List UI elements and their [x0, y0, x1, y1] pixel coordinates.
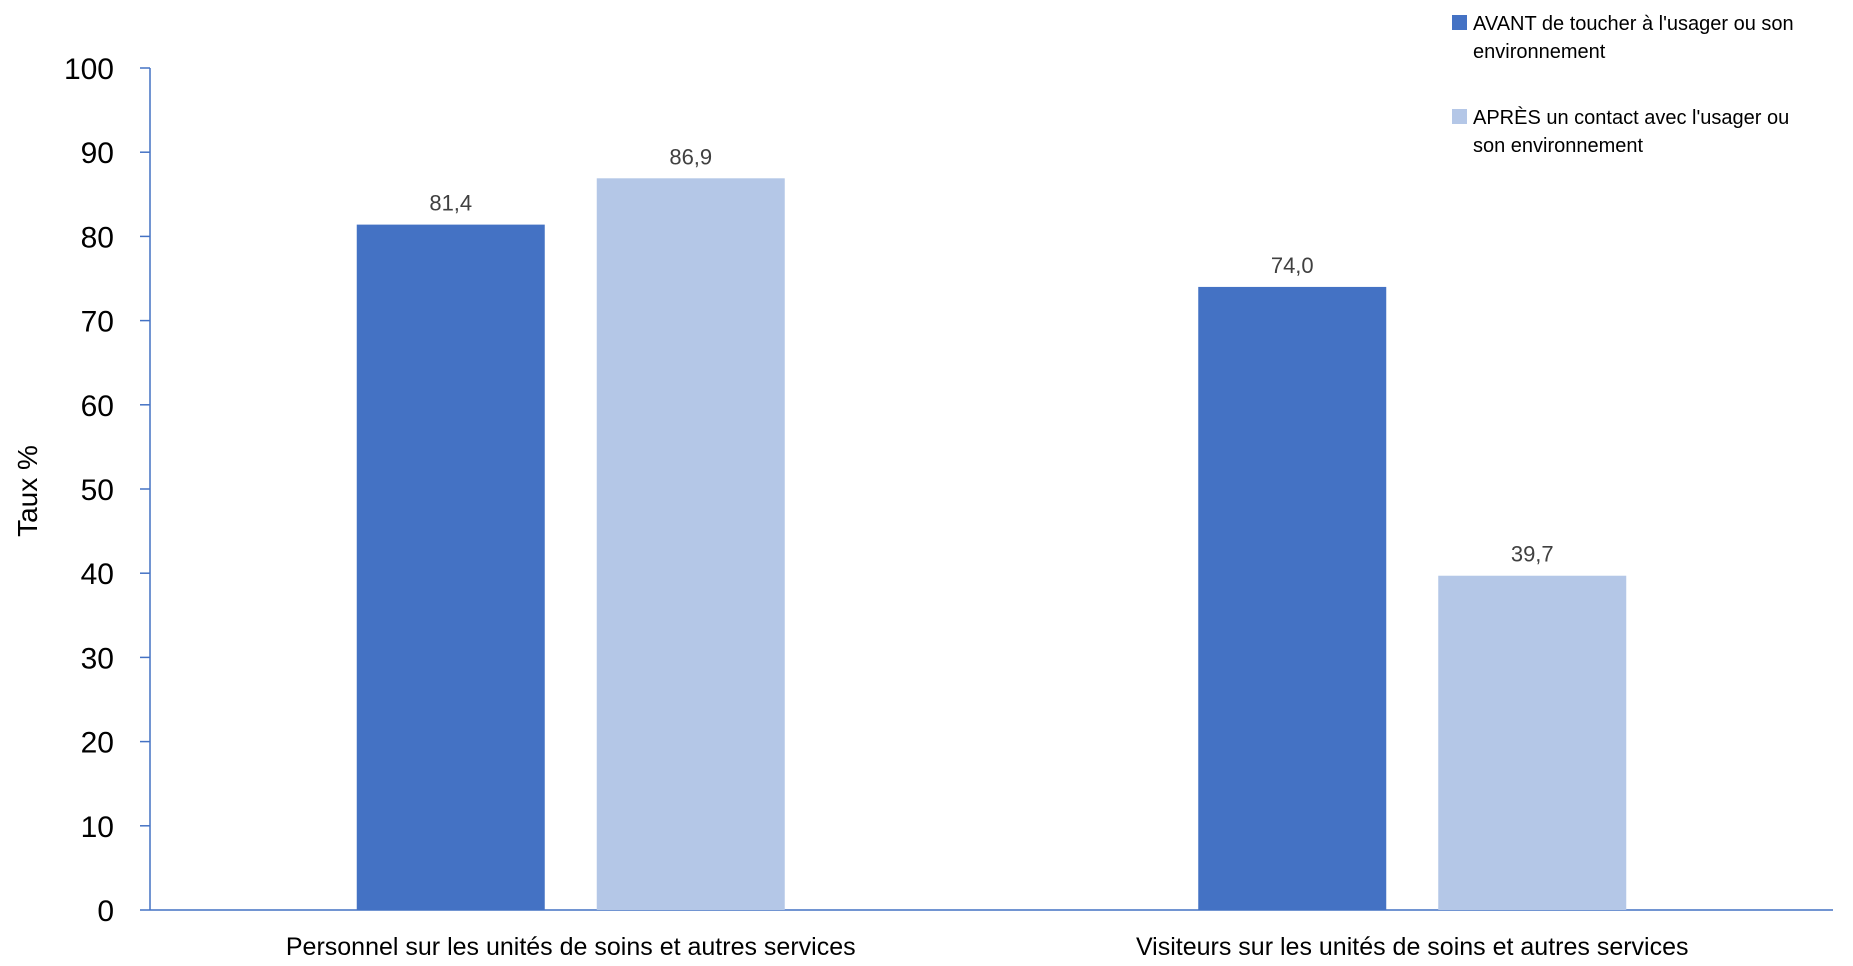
- bars: 81,4 86,9 74,0 39,7: [356, 144, 1627, 910]
- y-tick-label: 30: [81, 642, 114, 675]
- bar: [1438, 575, 1627, 910]
- legend: AVANT de toucher à l'usager ou son enviro…: [1452, 13, 1794, 157]
- y-tick-label: 60: [81, 390, 114, 423]
- y-tick-label: 40: [81, 558, 114, 591]
- y-axis-title: Taux %: [12, 445, 43, 537]
- y-tick-label: 0: [97, 895, 114, 928]
- y-tick-label: 50: [81, 474, 114, 507]
- y-axis: 0 10 20 30 40 50 60 70 80 90 100: [64, 53, 151, 928]
- y-tick-label: 20: [81, 727, 114, 760]
- legend-swatch: [1452, 109, 1467, 124]
- legend-label: APRÈS un contact avec l'usager ou: [1473, 106, 1789, 129]
- y-tick-label: 90: [81, 137, 114, 170]
- bar: [356, 224, 545, 910]
- y-tick-label: 80: [81, 221, 114, 254]
- y-tick-label: 100: [64, 53, 114, 86]
- data-label: 86,9: [669, 144, 712, 169]
- y-tick-label: 70: [81, 306, 114, 339]
- legend-label: son environnement: [1473, 135, 1644, 157]
- data-label: 74,0: [1271, 253, 1314, 278]
- x-axis: Personnel sur les unités de soins et aut…: [150, 909, 1833, 961]
- y-tick-label: 10: [81, 811, 114, 844]
- x-category-label: Visiteurs sur les unités de soins et aut…: [1136, 933, 1689, 961]
- legend-swatch: [1452, 15, 1467, 30]
- bar: [1198, 286, 1387, 910]
- x-category-label: Personnel sur les unités de soins et aut…: [286, 933, 856, 961]
- data-label: 81,4: [429, 191, 472, 216]
- legend-label: AVANT de toucher à l'usager ou son: [1473, 13, 1794, 35]
- bar: [596, 178, 785, 910]
- legend-label: environnement: [1473, 41, 1606, 63]
- data-label: 39,7: [1511, 542, 1554, 567]
